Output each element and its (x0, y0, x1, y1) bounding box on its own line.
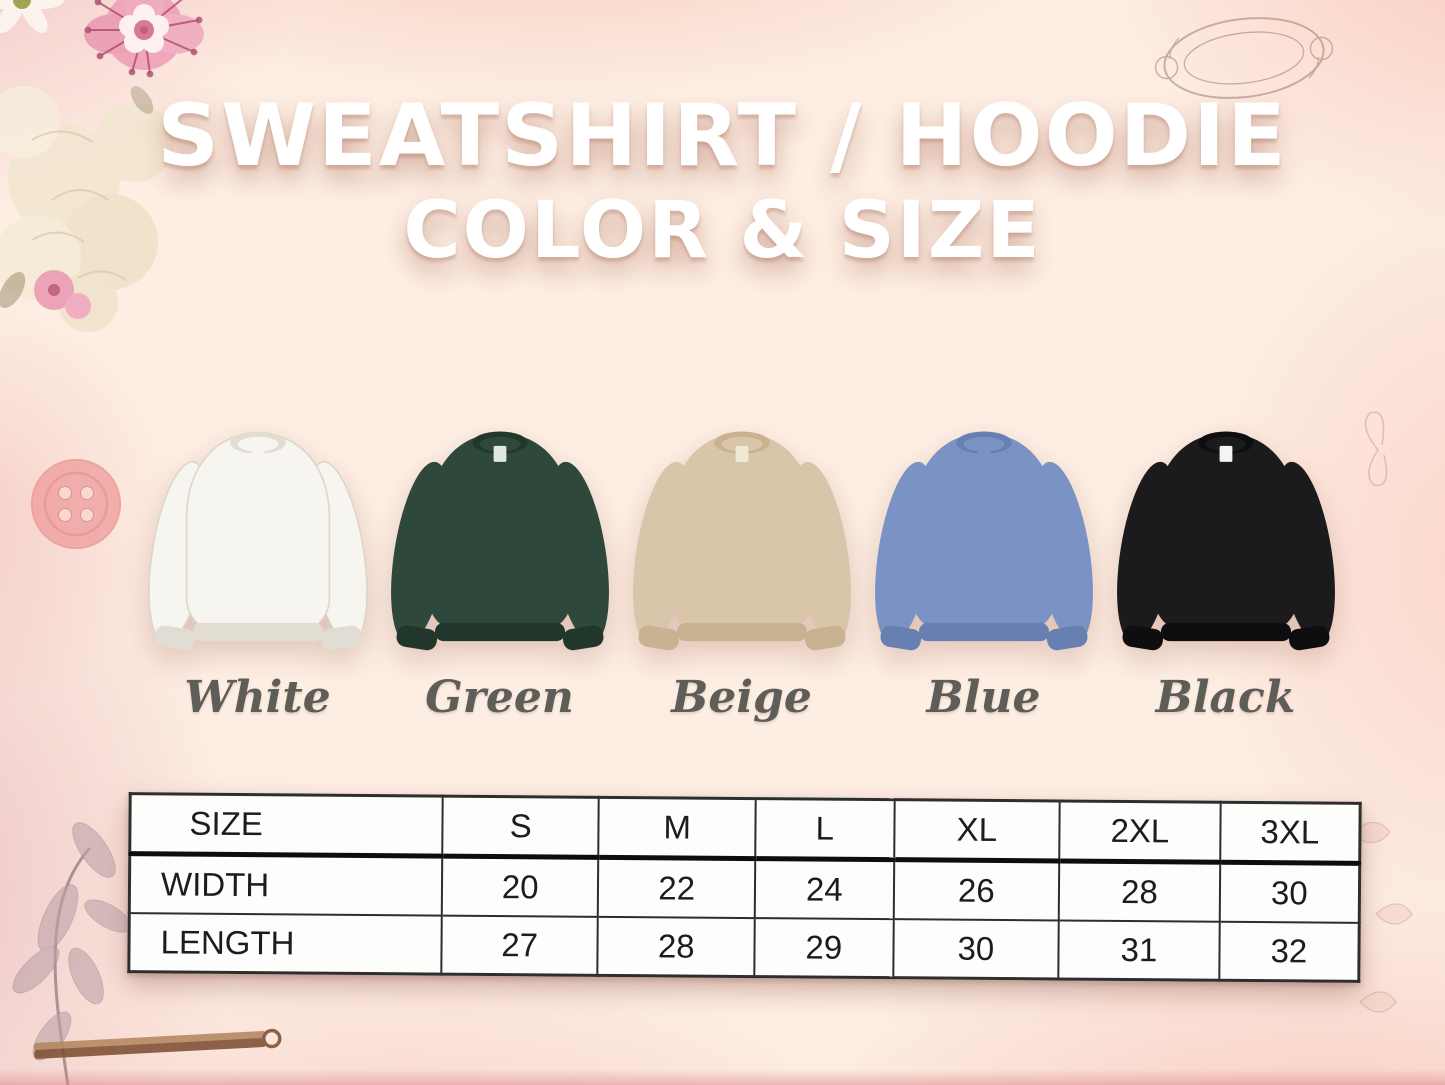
table-header-m: M (598, 797, 756, 859)
sweatshirt-blue-image (874, 431, 1093, 651)
color-option-white: White (140, 416, 376, 723)
row-label-length: LENGTH (128, 913, 442, 975)
title-line-1: SWEATSHIRT / HOODIE (157, 86, 1288, 186)
width-2xl: 28 (1058, 860, 1220, 922)
length-3xl: 32 (1219, 921, 1360, 982)
collar-tag (977, 445, 990, 462)
color-option-blue: Blue (866, 416, 1102, 723)
length-l: 29 (754, 918, 894, 978)
table-header-l: L (755, 798, 895, 860)
length-m: 28 (597, 916, 755, 977)
color-label-white: White (184, 672, 331, 723)
sweatshirt-beige-image (632, 431, 851, 651)
table-row-width: WIDTH 20 22 24 26 28 30 (129, 853, 1360, 923)
sweatshirt-black-image (1116, 431, 1335, 651)
wooden-stick-icon (33, 1028, 282, 1059)
table-header-3xl: 3XL (1219, 802, 1361, 864)
width-l: 24 (754, 858, 894, 920)
table-header-xl: XL (893, 799, 1060, 861)
table-header-row: SIZE S M L XL 2XL 3XL (129, 793, 1361, 864)
collar-tag (1219, 445, 1232, 462)
table-row-length: LENGTH 27 28 29 30 31 32 (128, 913, 1360, 982)
color-option-green: Green (382, 416, 618, 723)
length-2xl: 31 (1058, 920, 1220, 981)
color-label-black: Black (1155, 672, 1296, 723)
row-label-width: WIDTH (129, 853, 443, 916)
width-s: 20 (441, 856, 599, 917)
color-label-green: Green (425, 672, 574, 723)
color-label-beige: Beige (671, 672, 812, 723)
length-xl: 30 (892, 919, 1059, 979)
length-s: 27 (441, 915, 599, 976)
color-option-beige: Beige (624, 416, 860, 723)
color-option-black: Black (1108, 416, 1344, 723)
collar-tag (251, 445, 264, 462)
table-header-2xl: 2XL (1059, 800, 1221, 863)
page-title: SWEATSHIRT / HOODIE COLOR & SIZE (0, 86, 1445, 277)
size-chart-table: SIZE S M L XL 2XL 3XL WIDTH 20 22 24 26 … (127, 792, 1362, 983)
title-line-2: COLOR & SIZE (403, 186, 1042, 277)
width-xl: 26 (893, 859, 1060, 921)
width-m: 22 (598, 857, 756, 919)
sweatshirt-green-image (390, 431, 609, 651)
color-options-row: White Green (0, 416, 1445, 723)
collar-tag (735, 445, 748, 462)
table-header-size: SIZE (129, 793, 443, 857)
sweatshirt-white-image (147, 431, 368, 651)
color-label-blue: Blue (926, 672, 1041, 723)
table-header-s: S (442, 796, 600, 858)
width-3xl: 30 (1219, 862, 1360, 923)
collar-tag (493, 445, 506, 462)
